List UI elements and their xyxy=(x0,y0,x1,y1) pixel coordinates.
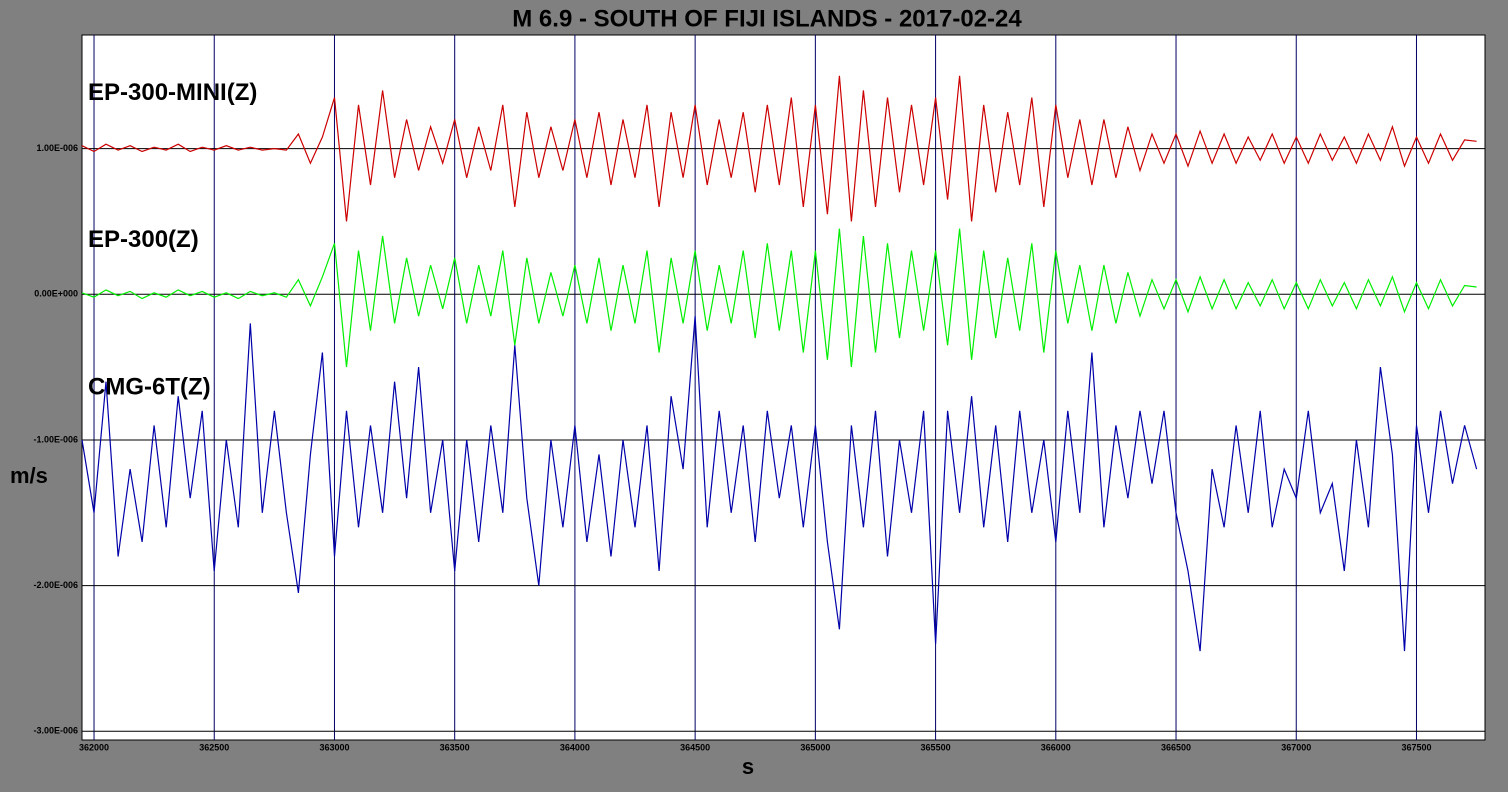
x-tick-label: 366000 xyxy=(1041,742,1071,752)
x-tick-label: 363500 xyxy=(440,742,470,752)
x-tick-label: 362000 xyxy=(79,742,109,752)
series-label: CMG-6T(Z) xyxy=(88,373,211,400)
x-tick-label: 367000 xyxy=(1281,742,1311,752)
y-tick-label: -3.00E-006 xyxy=(33,726,78,736)
chart-title: M 6.9 - SOUTH OF FIJI ISLANDS - 2017-02-… xyxy=(512,5,1022,32)
x-tick-label: 364500 xyxy=(680,742,710,752)
grid xyxy=(82,35,1485,740)
x-axis-label: s xyxy=(742,754,754,779)
x-tick-label: 367500 xyxy=(1401,742,1431,752)
x-tick-label: 362500 xyxy=(199,742,229,752)
trace-line xyxy=(81,75,1477,222)
y-tick-label: -2.00E-006 xyxy=(33,580,78,590)
labels: 362000 362500 363000 363500 364000 364500 3650… xyxy=(33,79,1431,752)
y-tick-label: 0.00E+000 xyxy=(34,289,78,299)
y-tick-label: 1.00E-006 xyxy=(36,143,78,153)
y-tick-label: -1.00E-006 xyxy=(33,434,78,444)
series-label: EP-300-MINI(Z) xyxy=(88,79,257,106)
x-tick-label: 365500 xyxy=(921,742,951,752)
trace-line xyxy=(81,228,1477,368)
x-tick-label: 364000 xyxy=(560,742,590,752)
x-tick-label: 363000 xyxy=(319,742,349,752)
series-label: EP-300(Z) xyxy=(88,226,199,253)
x-tick-label: 365000 xyxy=(800,742,830,752)
trace-line xyxy=(81,316,1478,652)
traces xyxy=(81,75,1478,652)
y-axis-label: m/s xyxy=(10,463,48,488)
x-tick-label: 366500 xyxy=(1161,742,1191,752)
